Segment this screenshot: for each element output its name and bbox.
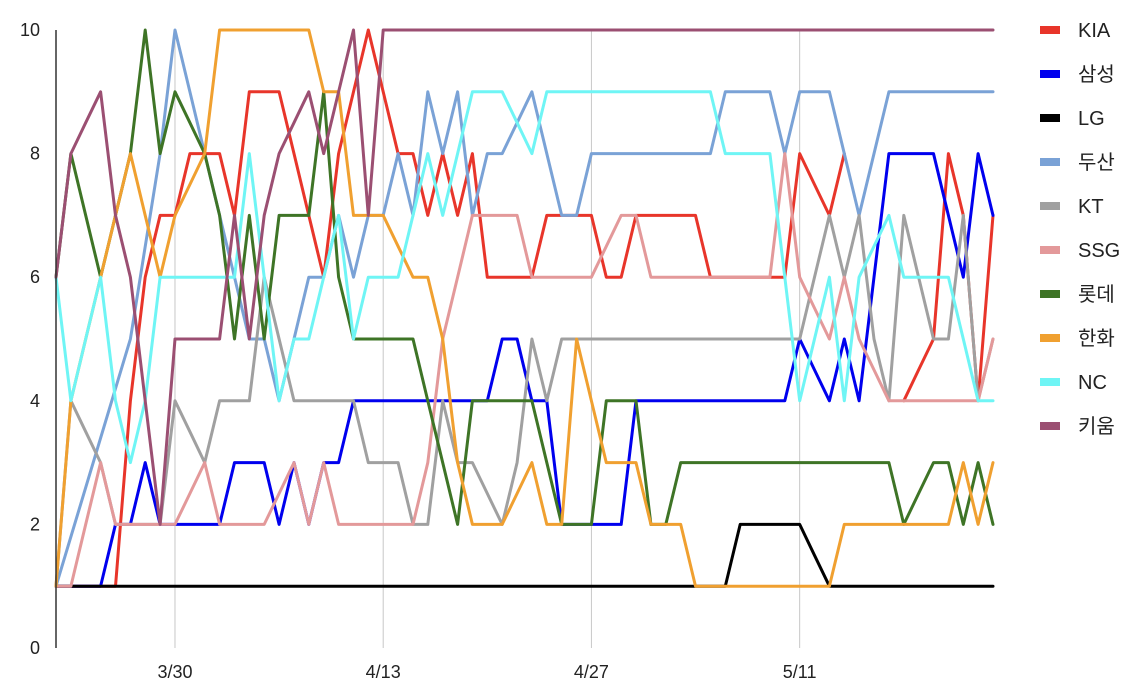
legend-swatch — [1040, 422, 1060, 430]
legend-label: 키움 — [1078, 415, 1115, 438]
series-line-삼성 — [54, 152, 995, 588]
legend-swatch — [1040, 114, 1060, 122]
series-line-SSG — [54, 152, 995, 588]
x-tick-label: 4/13 — [366, 662, 401, 682]
y-tick-label: 0 — [30, 638, 40, 658]
series-layer — [54, 28, 995, 588]
legend-swatch — [1040, 158, 1060, 166]
legend-label: LG — [1078, 108, 1105, 130]
legend-swatch — [1040, 70, 1060, 78]
legend-label: SSG — [1078, 240, 1120, 262]
x-tick-labels: 3/30 4/13 4/27 5/11 — [157, 662, 816, 682]
series-line-한화 — [54, 28, 995, 588]
legend-label: KT — [1078, 196, 1104, 218]
series-line-키움 — [54, 28, 995, 526]
series-line-NC — [54, 90, 995, 465]
legend-swatch — [1040, 26, 1060, 34]
x-tick-label: 4/27 — [574, 662, 609, 682]
x-tick-label: 5/11 — [783, 662, 817, 682]
y-tick-label: 8 — [30, 144, 40, 164]
legend-label: 한화 — [1078, 327, 1115, 350]
y-tick-label: 10 — [20, 20, 40, 40]
legend-swatch — [1040, 202, 1060, 210]
series-line-롯데 — [54, 28, 995, 526]
series-line-두산 — [54, 28, 995, 588]
legend-label: 롯데 — [1078, 283, 1115, 306]
series-line-KT — [54, 213, 995, 588]
legend-label: 삼성 — [1078, 63, 1115, 86]
legend-label: KIA — [1078, 20, 1111, 42]
y-tick-labels: 0 2 4 6 8 10 — [20, 20, 40, 658]
y-tick-label: 4 — [30, 391, 40, 411]
x-tick-label: 3/30 — [157, 662, 192, 682]
legend-swatch — [1040, 290, 1060, 298]
legend-label: 두산 — [1078, 151, 1115, 174]
legend-swatch — [1040, 246, 1060, 254]
legend-swatch — [1040, 378, 1060, 386]
series-line-LG — [54, 522, 995, 588]
y-tick-label: 2 — [30, 514, 40, 534]
legend-label: NC — [1078, 372, 1107, 394]
y-tick-label: 6 — [30, 267, 40, 287]
legend-swatch — [1040, 334, 1060, 342]
